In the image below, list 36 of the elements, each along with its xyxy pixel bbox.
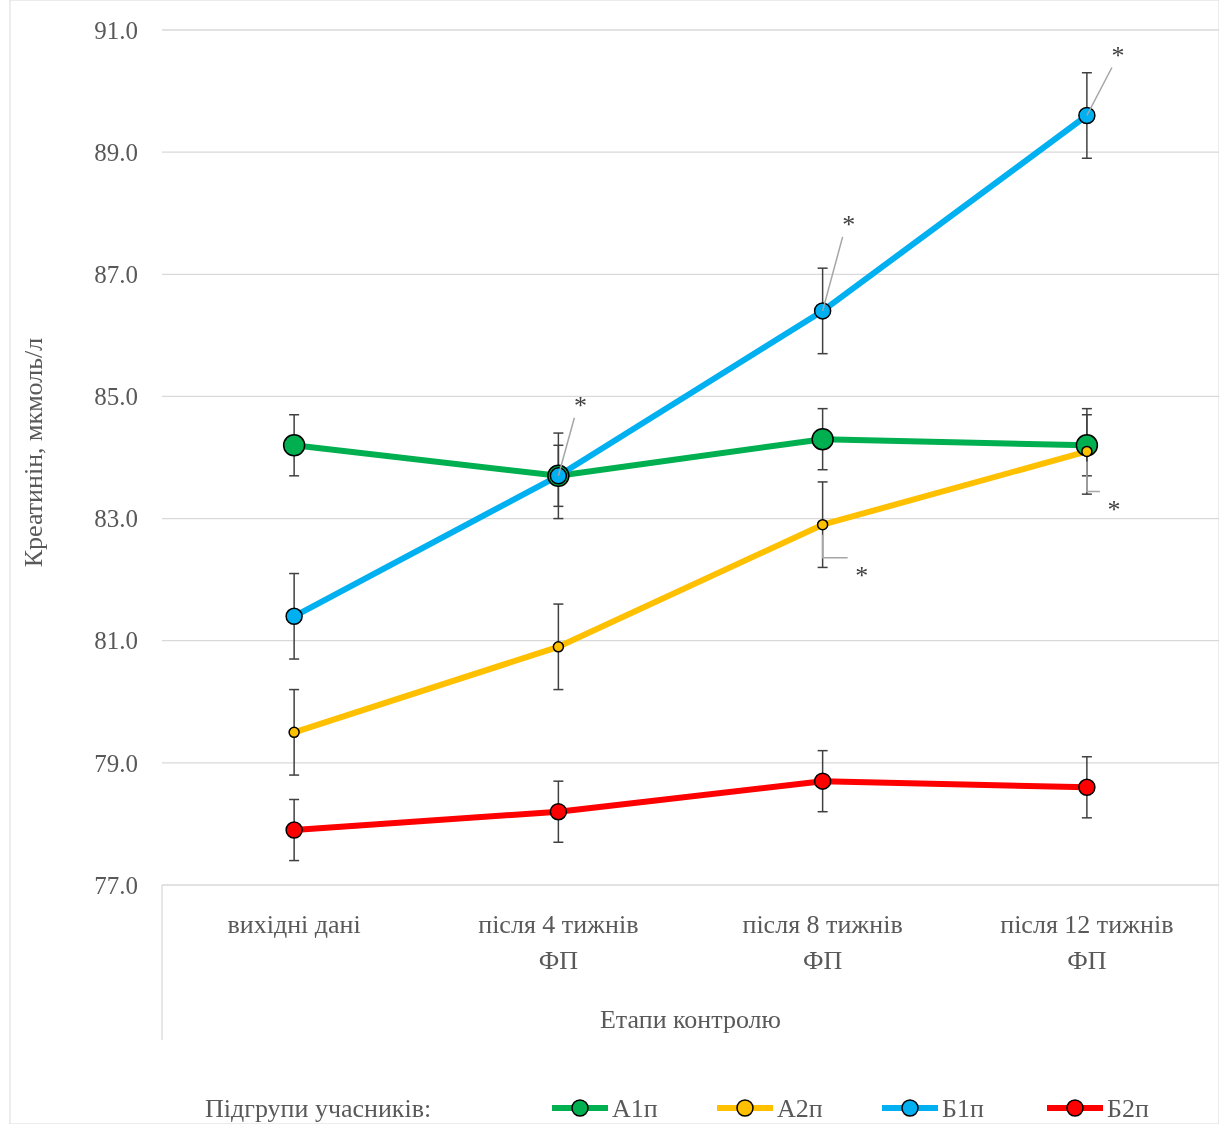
point: [288, 726, 300, 739]
legend-label: А2п: [777, 1094, 823, 1123]
point: [552, 641, 565, 653]
point: [549, 802, 568, 821]
point: [285, 821, 303, 839]
annotation: *: [1107, 494, 1121, 524]
point: [282, 434, 306, 457]
point: [1078, 106, 1096, 125]
x-tick-label: після 8 тижнів ФП: [742, 910, 903, 975]
point: [813, 302, 832, 320]
legend-title: Підгрупи учасників:: [205, 1094, 432, 1123]
legend-label: Б2п: [1107, 1094, 1149, 1123]
x-axis-title: Етапи контролю: [599, 1005, 782, 1034]
y-tick-label: 85.0: [94, 383, 138, 411]
point: [813, 772, 832, 790]
x-tick-label: після 4 тижнів ФП: [478, 910, 639, 975]
y-tick-label: 77.0: [94, 871, 138, 899]
annotation: *: [1111, 40, 1125, 70]
y-axis-title: Креатинін, мкмоль/л: [19, 337, 48, 568]
annotation: *: [855, 560, 869, 590]
y-tick-label: 91.0: [94, 16, 138, 44]
legend-label: Б1п: [942, 1094, 984, 1123]
y-tick-label: 87.0: [94, 261, 138, 289]
x-tick-label: після 12 тижнів ФП: [1000, 910, 1174, 975]
point: [285, 607, 303, 626]
point: [816, 518, 829, 531]
legend-label: А1п: [612, 1094, 658, 1123]
point: [1078, 778, 1096, 797]
y-tick-label: 89.0: [94, 138, 138, 166]
y-tick-label: 83.0: [94, 505, 138, 533]
annotation: *: [573, 391, 587, 421]
point: [811, 427, 834, 451]
annotation: *: [842, 210, 856, 240]
y-tick-label: 81.0: [94, 627, 138, 655]
x-tick-label: вихідні дані: [227, 910, 361, 939]
y-tick-label: 79.0: [94, 749, 138, 777]
